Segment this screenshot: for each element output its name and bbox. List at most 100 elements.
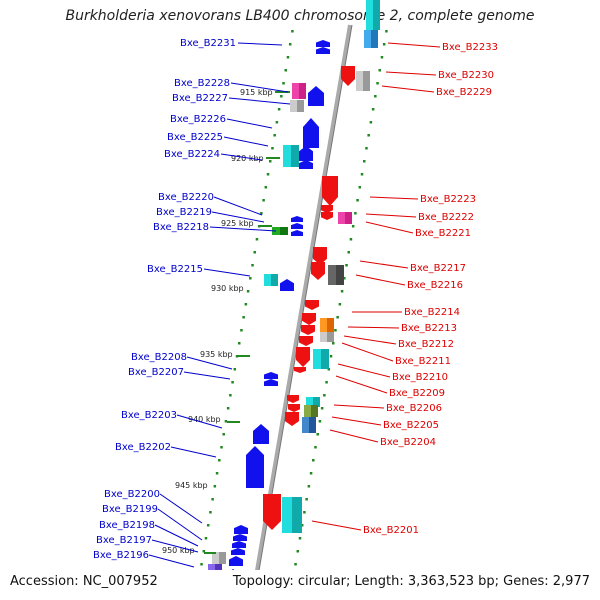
reverse-gene-arrow [288,404,300,412]
gene-label: Bxe_B2216 [407,280,463,291]
genome-map: 915 kbp 920 kbp 925 kbp 930 kbp 935 kbp … [93,0,498,570]
guide-dot [291,30,294,33]
guide-dot [323,394,326,397]
gene-label: Bxe_B2208 [131,352,187,363]
gene-block [208,564,215,570]
guide-dot [334,329,337,332]
gene-label: Bxe_B2218 [153,222,209,233]
right-gene-labels: Bxe_B2233 Bxe_B2230 Bxe_B2229 Bxe_B2223 … [363,42,498,536]
guide-dot [316,433,319,436]
scale-mark: 925 kbp [221,219,272,228]
left-dotted-guide [200,30,294,566]
forward-gene-arrow [264,379,278,386]
guide-dot [329,355,333,358]
scale-mark: 930 kbp [211,284,244,293]
gene-label: Bxe_B2210 [392,372,448,383]
gene-label: Bxe_B2206 [386,403,442,414]
gene-label: Bxe_B2229 [436,87,492,98]
guide-dot [374,95,377,98]
guide-dot [371,108,375,111]
guide-dot [296,550,300,553]
guide-dot [345,264,348,267]
forward-gene-arrow [291,223,303,229]
gene-label: Bxe_B2220 [158,192,214,203]
gene-block [299,83,306,99]
scale-label: 920 kbp [231,154,264,163]
guide-dot [385,30,388,33]
reverse-gene-arrow [285,412,299,426]
scale-label: 925 kbp [221,219,254,228]
gene-label: Bxe_B2201 [363,525,419,536]
forward-gene-arrow [280,279,294,291]
gene-label: Bxe_B2205 [383,420,439,431]
gene-block [297,100,304,112]
guide-dot [229,394,232,397]
guide-dot [367,134,370,137]
guide-dot [340,290,344,293]
guide-dot [282,82,285,85]
reverse-gene-arrow [263,494,281,530]
gene-block [363,71,370,91]
guide-dot [331,342,335,345]
forward-gene-arrow [246,446,264,488]
gene-label: Bxe_B2224 [164,149,220,160]
gene-block [290,100,297,112]
guide-dot [200,563,203,566]
guide-dot [362,160,366,163]
scale-mark: 935 kbp [200,350,250,359]
guide-dot [284,69,288,72]
guide-dot [222,433,225,436]
gene-label: Bxe_B2217 [410,263,466,274]
reverse-gene-arrow [341,66,355,86]
guide-dot [294,563,297,566]
guide-dot [318,420,322,423]
forward-gene-arrow [234,525,248,534]
forward-gene-arrow [253,424,269,444]
scale-label: 930 kbp [211,284,244,293]
guide-dot [382,43,386,46]
guide-dot [260,212,263,215]
gene-label: Bxe_B2221 [415,228,471,239]
gene-block [282,497,292,533]
reverse-gene-arrow [296,347,310,367]
guide-dot [307,485,311,488]
scale-mark: 945 kbp [175,481,208,490]
guide-dot [380,56,384,59]
gene-label: Bxe_B2202 [115,442,171,453]
gene-block [371,30,378,48]
reverse-gene-arrow [305,300,319,310]
guide-dot [309,472,313,475]
guide-dot [211,498,214,501]
forward-gene-arrow [291,230,303,236]
guide-dot [231,381,234,384]
gene-block [311,405,318,417]
guide-dot [244,303,248,306]
gene-label: Bxe_B2223 [420,194,476,205]
gene-block [356,71,363,91]
reverse-gene-arrow [321,205,333,213]
reverse-gene-arrow [302,313,316,325]
gene-label: Bxe_B2203 [121,410,177,421]
gene-block [320,318,327,332]
map-title: Burkholderia xenovorans LB400 chromosome… [65,8,535,24]
forward-gene-arrow [232,541,246,548]
gene-block [321,349,329,369]
gene-block [364,30,371,48]
forward-gene-arrow [229,556,243,566]
gene-block [283,145,291,167]
reverse-gene-arrow [294,367,306,373]
forward-gene-arrow [299,160,313,169]
forward-gene-arrow [303,118,319,148]
gene-block [366,0,373,30]
guide-dot [349,238,353,241]
reverse-gene-arrow [299,336,313,346]
gene-label: Bxe_B2230 [438,70,494,81]
guide-dot [360,173,364,176]
guide-dot [300,524,304,527]
guide-dot [280,95,283,98]
guide-dot [240,329,243,332]
scale-label: 950 kbp [162,546,195,555]
forward-gene-arrow [231,569,235,570]
guide-dot [327,368,331,371]
gene-label: Bxe_B2197 [96,535,152,546]
